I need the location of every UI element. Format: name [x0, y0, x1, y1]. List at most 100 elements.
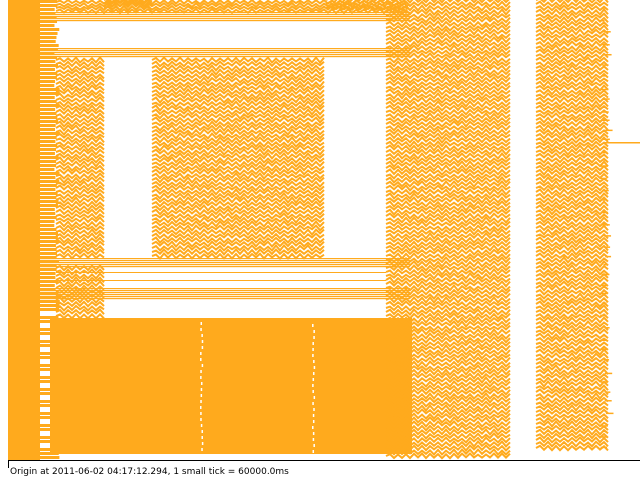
event-trace [385, 40, 511, 48]
event-trace [151, 92, 325, 100]
event-mark [40, 68, 55, 71]
event-block [50, 318, 412, 454]
event-mark [40, 88, 60, 91]
event-mark [40, 152, 55, 155]
gap-mark [312, 354, 314, 357]
event-trace [385, 27, 511, 36]
event-trace [385, 32, 511, 40]
event-trace [151, 240, 325, 249]
gap-mark [200, 388, 203, 391]
event-trace [151, 60, 325, 68]
event-mark [40, 212, 56, 215]
event-mark [40, 400, 58, 403]
event-trace [385, 24, 511, 32]
event-trace [385, 180, 511, 189]
event-line [601, 88, 609, 91]
event-trace [151, 192, 325, 200]
event-line [38, 54, 410, 56]
event-trace [385, 312, 511, 320]
event-trace [55, 224, 105, 232]
gap-mark [201, 334, 203, 337]
event-mark [40, 344, 57, 347]
event-trace [385, 0, 511, 8]
event-trace [535, 127, 609, 136]
event-trace [385, 56, 511, 64]
event-trace [151, 164, 325, 172]
event-trace [535, 220, 609, 228]
event-line [38, 50, 410, 52]
event-trace [385, 403, 511, 413]
event-line [38, 296, 410, 298]
event-line [605, 412, 614, 415]
event-trace [385, 16, 511, 24]
event-trace [55, 280, 105, 288]
event-trace [151, 128, 325, 136]
event-trace [151, 124, 325, 133]
event-line [601, 119, 610, 121]
event-mark [40, 248, 57, 251]
event-line [604, 142, 640, 144]
event-trace [535, 124, 609, 132]
event-line [602, 151, 608, 154]
event-line [602, 224, 610, 226]
gap-mark [312, 384, 314, 387]
event-trace [385, 231, 511, 240]
event-trace [385, 76, 511, 84]
event-trace [535, 400, 609, 408]
event-trace [151, 243, 325, 253]
event-mark [40, 0, 57, 3]
event-trace [385, 168, 511, 176]
event-line [604, 246, 611, 248]
gap-mark [312, 414, 315, 417]
event-trace [325, 0, 387, 8]
event-trace [55, 220, 105, 228]
event-trace [535, 300, 609, 308]
event-mark [40, 144, 58, 147]
event-trace [535, 160, 609, 168]
event-trace [535, 384, 609, 392]
event-trace [55, 80, 105, 88]
event-trace [385, 408, 511, 416]
event-trace [55, 132, 105, 140]
event-mark [40, 244, 56, 247]
event-trace [385, 128, 511, 136]
event-trace [55, 112, 105, 120]
event-mark [40, 364, 59, 367]
event-mark [40, 268, 57, 271]
event-trace [55, 264, 105, 272]
event-trace [535, 272, 609, 280]
event-mark [40, 28, 60, 31]
event-trace [55, 108, 105, 116]
event-mark [40, 160, 57, 163]
event-trace [535, 240, 609, 248]
event-mark [40, 412, 55, 415]
event-trace [151, 120, 325, 128]
event-trace [535, 132, 609, 140]
event-line [600, 339, 606, 342]
event-trace [535, 28, 609, 36]
event-trace [535, 228, 609, 236]
event-trace [385, 19, 511, 28]
event-trace [385, 228, 511, 236]
event-trace [385, 240, 511, 248]
event-line [601, 284, 608, 287]
event-trace [151, 216, 325, 225]
event-mark [40, 136, 57, 139]
event-trace [385, 440, 511, 448]
gap-mark [313, 408, 315, 411]
event-trace [55, 156, 105, 164]
event-trace [385, 144, 511, 152]
event-mark [40, 240, 60, 243]
event-trace [385, 152, 511, 161]
event-trace [385, 148, 511, 156]
event-trace [385, 96, 511, 104]
event-line [603, 31, 611, 33]
event-mark [40, 64, 59, 67]
event-trace [535, 268, 609, 276]
event-trace [535, 208, 609, 216]
event-trace [55, 116, 105, 124]
event-trace [535, 436, 609, 444]
event-trace [535, 108, 609, 116]
event-trace [535, 352, 609, 360]
gap-mark [200, 412, 202, 415]
